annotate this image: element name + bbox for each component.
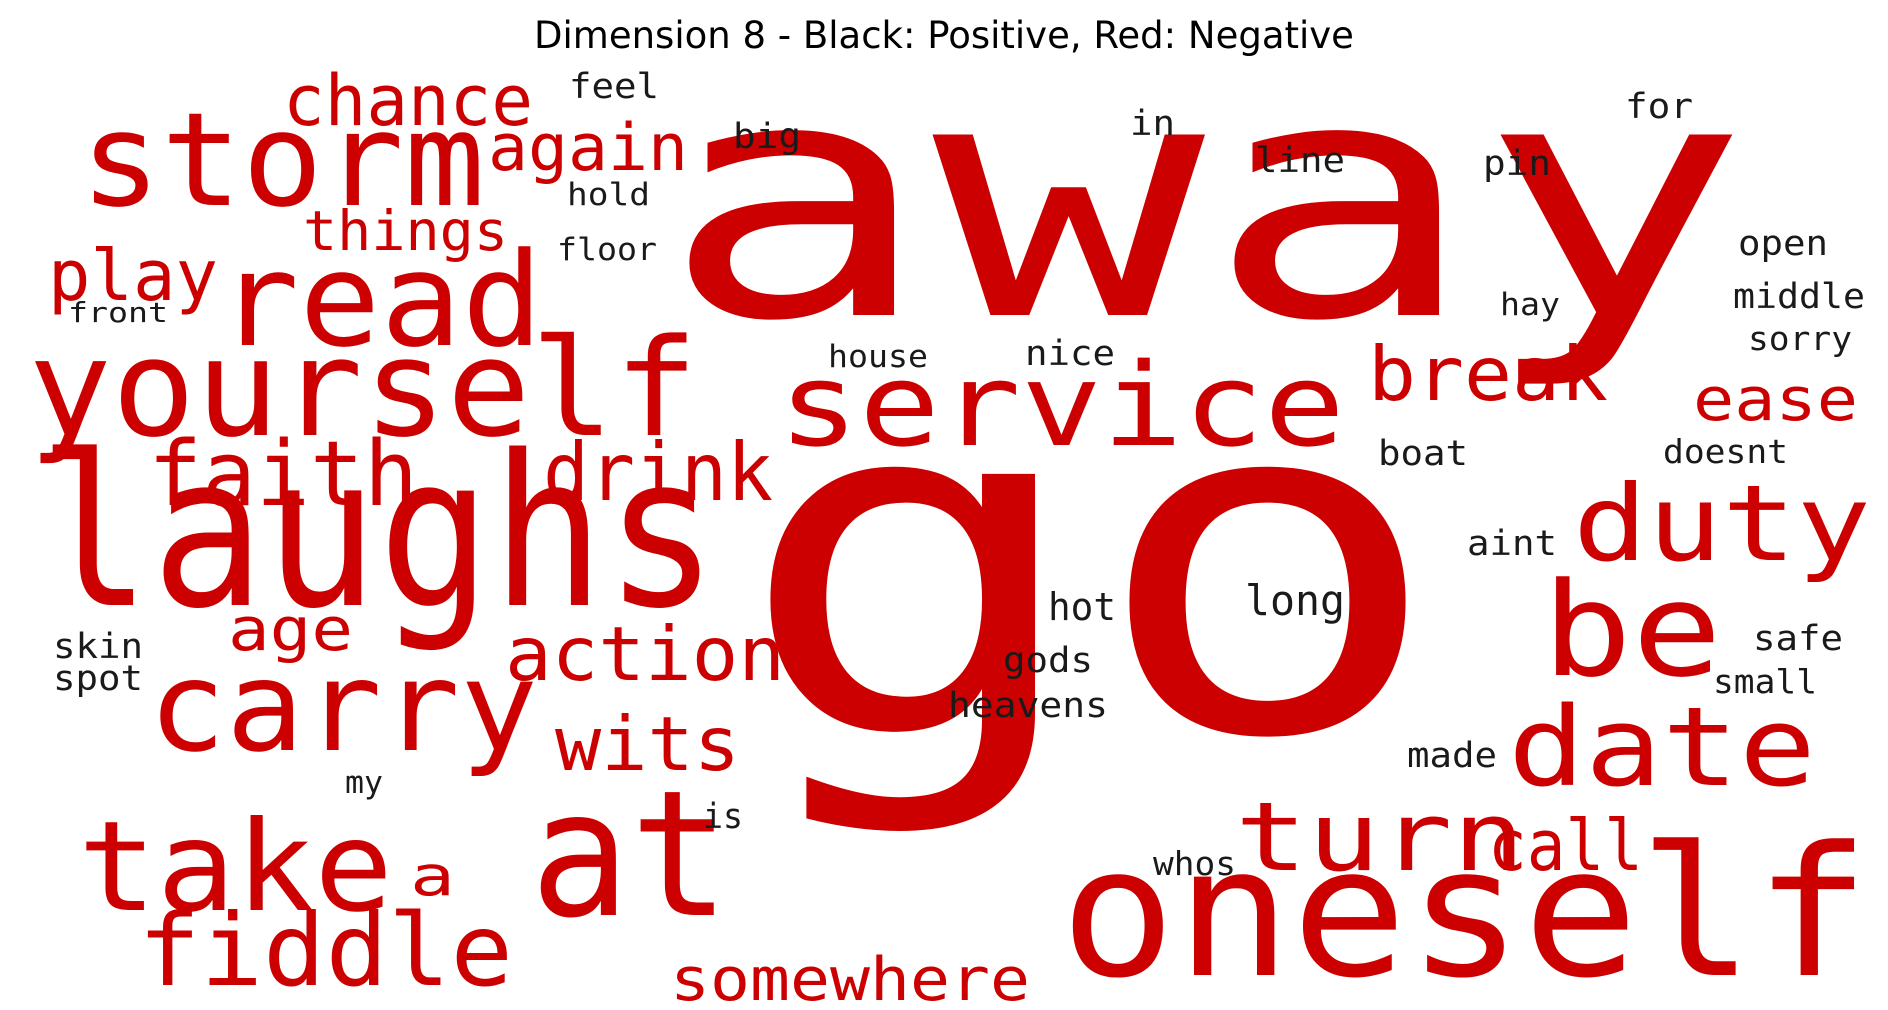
word-oneself: oneself [1060,809,1870,1010]
word-a: a [410,844,455,908]
word-long: long [1245,576,1345,625]
word-ease: ease [1693,365,1858,435]
word-my: my [345,765,383,801]
word-faith: faith [148,422,418,527]
word-hold: hold [567,177,650,213]
word-turn: turn [1235,783,1525,893]
word-carry: carry [148,635,538,780]
word-pin: pin [1483,144,1551,184]
word-sorry: sorry [1748,319,1852,358]
word-whos: whos [1153,844,1236,883]
word-hot: hot [1048,585,1116,629]
word-house: house [828,339,928,375]
word-storm: storm [80,84,485,236]
word-big: big [733,117,801,157]
word-in: in [1130,104,1175,144]
word-action: action [505,610,785,698]
word-nice: nice [1025,334,1115,374]
word-break: break [1368,330,1608,418]
word-laughs: laughs [38,410,718,655]
word-made: made [1407,736,1497,776]
word-doesnt: doesnt [1663,432,1788,471]
word-fiddle: fiddle [138,892,513,1009]
word-heavens: heavens [948,686,1108,726]
word-date: date [1508,683,1816,811]
page-title: Dimension 8 - Black: Positive, Red: Nega… [534,14,1354,57]
word-floor: floor [557,232,657,268]
word-age: age [228,595,353,665]
word-open: open [1738,224,1828,264]
word-gods: gods [1003,641,1093,681]
word-safe: safe [1753,619,1843,659]
word-take: take [78,795,393,940]
word-aint: aint [1467,524,1557,564]
word-play: play [48,235,218,317]
word-skin: skin [53,627,143,667]
word-go: go [735,294,1445,841]
word-front: front [68,296,168,329]
word-is: is [703,797,743,837]
word-spot: spot [53,659,143,699]
word-line: line [1255,141,1345,181]
word-for: for [1625,87,1693,127]
word-middle: middle [1733,277,1865,317]
word-things: things [303,199,508,263]
word-drink: drink [543,426,773,519]
word-read: read [218,224,543,376]
word-duty: duty [1573,463,1871,585]
word-small: small [1713,662,1817,701]
word-be: be [1542,554,1722,706]
word-boat: boat [1378,434,1468,474]
word-at: at [530,754,730,957]
word-call: call [1488,805,1643,887]
word-service: service [778,339,1345,473]
word-again: again [488,111,688,186]
word-hay: hay [1500,287,1560,323]
word-away: away [660,9,1750,393]
word-yourself: yourself [28,310,698,467]
word-feel: feel [569,67,659,107]
word-somewhere: somewhere [670,945,1030,1010]
word-chance: chance [283,60,533,142]
word-wits: wits [555,700,740,788]
